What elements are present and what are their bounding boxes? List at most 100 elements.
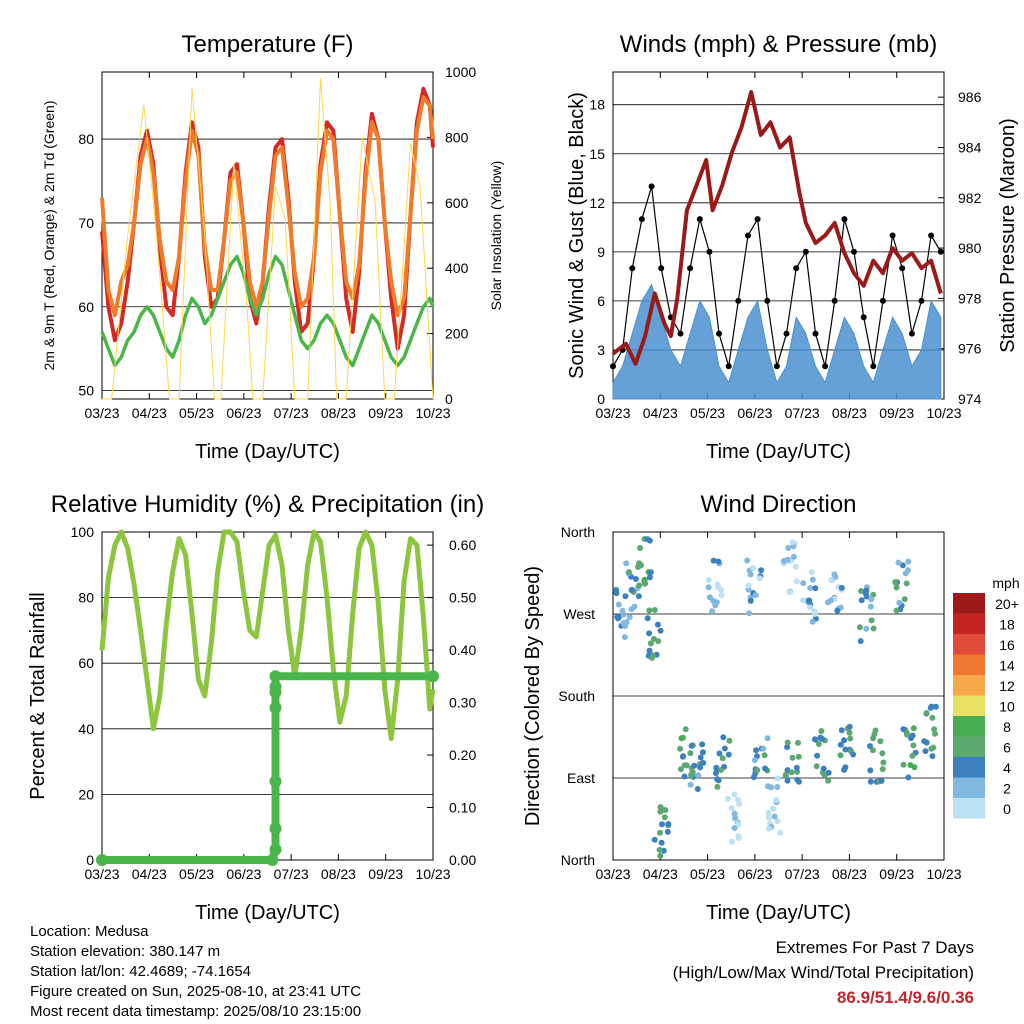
y-tick-label: North (561, 852, 595, 868)
direction-point (870, 735, 877, 742)
direction-point (869, 747, 876, 754)
y-tick-label: 15 (589, 146, 605, 162)
legend-swatch (953, 613, 985, 634)
x-tick-label: 05/23 (179, 866, 214, 882)
direction-point (768, 784, 774, 791)
direction-point (850, 751, 857, 758)
direction-point (650, 635, 657, 642)
direction-point (746, 610, 753, 617)
direction-point (910, 725, 917, 732)
direction-point (725, 751, 732, 758)
direction-point (842, 746, 849, 753)
direction-point (790, 553, 797, 560)
y-tick-label: 40 (78, 721, 94, 737)
direction-point (697, 764, 704, 771)
direction-point (877, 738, 884, 745)
direction-point (786, 589, 793, 596)
direction-point (824, 599, 831, 606)
direction-point (911, 764, 918, 771)
direction-point (837, 741, 844, 748)
direction-point (812, 610, 819, 617)
x-tick-label: 03/23 (595, 866, 630, 882)
direction-point (694, 786, 701, 792)
direction-point (644, 615, 651, 622)
direction-point (683, 762, 690, 769)
x-tick-label: 10/23 (415, 866, 450, 882)
direction-point (621, 634, 628, 641)
x-tick-label: 10/23 (415, 405, 450, 421)
direction-point (838, 727, 845, 734)
direction-point (868, 596, 875, 603)
y2-tick-label: 400 (445, 260, 469, 276)
direction-point (718, 767, 724, 773)
rainfall-point (96, 854, 108, 866)
x-tick-label: 06/23 (737, 405, 772, 421)
direction-point (623, 619, 630, 626)
y-tick-label: 80 (78, 131, 94, 147)
rainfall-point (269, 822, 282, 835)
y2-tick-label: 982 (958, 190, 982, 206)
direction-point (709, 608, 716, 615)
y-tick-label: 20 (78, 786, 94, 802)
direction-point (837, 752, 844, 759)
rainfall-point (269, 701, 282, 714)
direction-point (714, 783, 721, 790)
direction-point (677, 766, 684, 773)
direction-point (867, 778, 874, 785)
direction-point (751, 757, 758, 764)
direction-point (695, 772, 702, 779)
legend-label: 14 (999, 658, 1015, 674)
y-tick-label: 80 (78, 590, 94, 606)
direction-point (784, 777, 791, 784)
direction-point (705, 584, 712, 591)
legend-swatch (953, 736, 985, 757)
direction-point (657, 808, 664, 815)
direction-point (771, 813, 778, 820)
direction-point (931, 726, 938, 733)
direction-point (719, 755, 726, 762)
y-tick-label: West (563, 606, 595, 622)
direction-point (657, 627, 664, 634)
direction-point (863, 593, 870, 600)
direction-point (809, 576, 816, 583)
direction-point (831, 571, 838, 578)
direction-point (899, 562, 906, 569)
direction-point (662, 807, 669, 813)
x-tick-label: 09/23 (368, 866, 403, 882)
direction-point (752, 592, 759, 599)
direction-point (870, 625, 877, 632)
direction-point (812, 585, 819, 592)
x-tick-label: 08/23 (321, 405, 356, 421)
rainfall-point (266, 854, 279, 866)
direction-point (710, 557, 717, 564)
legend-label: 20+ (995, 596, 1019, 612)
direction-point (773, 797, 780, 804)
direction-point (636, 582, 643, 589)
direction-point (893, 607, 900, 614)
direction-point (658, 839, 665, 846)
direction-point (647, 640, 654, 647)
y-tick-label: 9 (597, 244, 605, 260)
direction-point (857, 638, 864, 645)
direction-point (789, 754, 796, 761)
y-tick-label: 0 (597, 391, 605, 407)
direction-point (765, 814, 772, 821)
direction-point (749, 565, 756, 571)
station-info: Location: Medusa Station elevation: 380.… (30, 922, 361, 1022)
x-tick-label: 06/23 (226, 866, 261, 882)
x-tick-label: 07/23 (274, 405, 309, 421)
direction-point (713, 599, 720, 606)
humidity-line (99, 529, 436, 742)
direction-point (774, 775, 781, 782)
direction-point (744, 557, 751, 564)
y2-tick-label: 800 (445, 129, 469, 145)
y2-axis-label: Station Pressure (Maroon) (997, 118, 1019, 353)
direction-point (646, 647, 653, 654)
legend-swatch (953, 634, 985, 655)
direction-point (753, 747, 760, 754)
legend-title: mph (992, 575, 1019, 591)
humidity-panel: Relative Humidity (%) & Precipitation (i… (27, 491, 484, 924)
x-tick-label: 06/23 (737, 866, 772, 882)
direction-point (794, 776, 801, 783)
x-axis-label: Time (Day/UTC) (706, 441, 851, 463)
